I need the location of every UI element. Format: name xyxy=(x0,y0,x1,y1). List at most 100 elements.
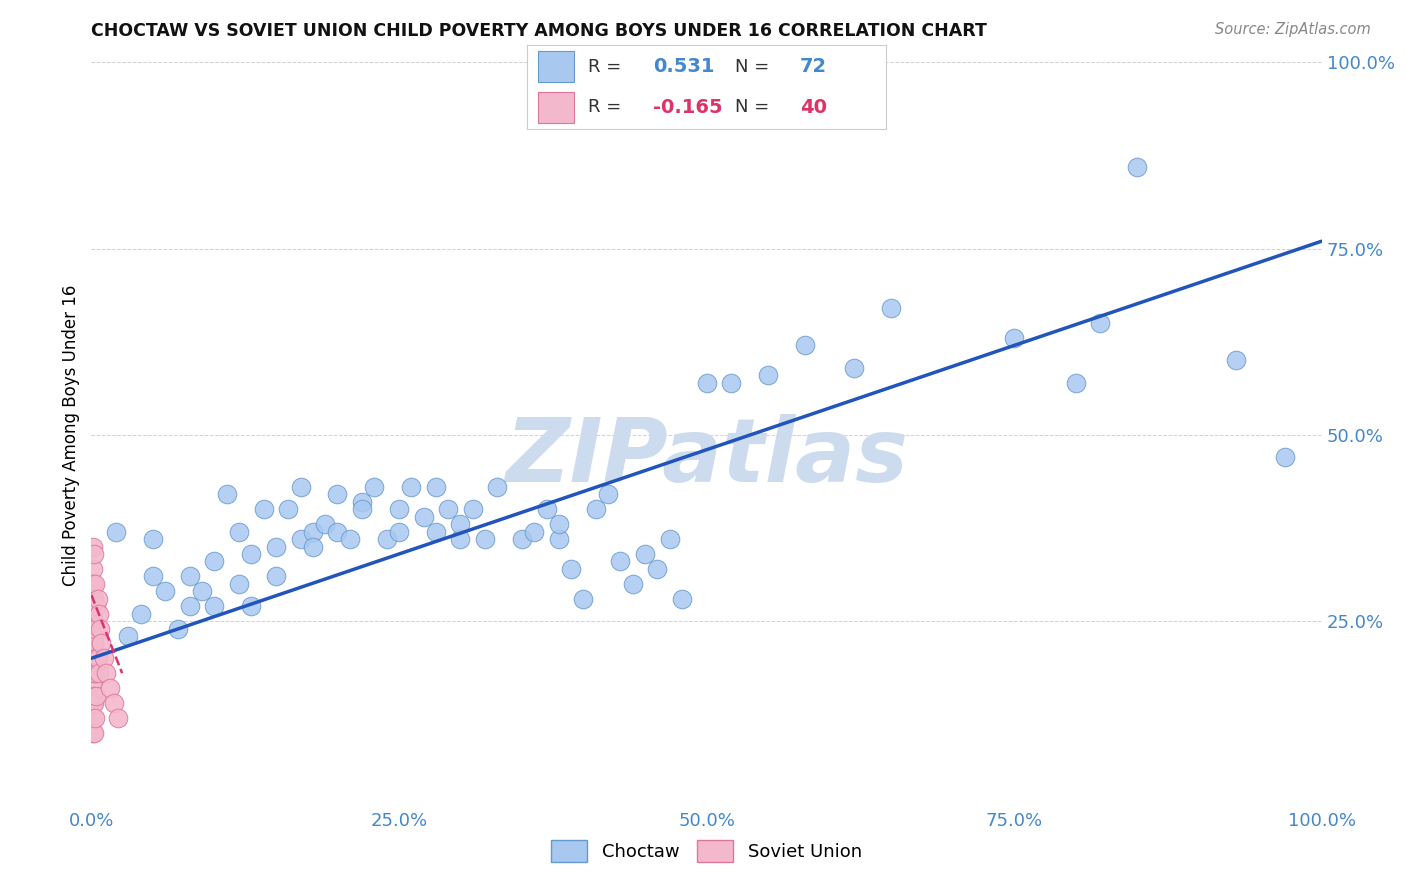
Point xyxy=(547,517,569,532)
Point xyxy=(412,509,434,524)
Point xyxy=(474,532,496,546)
Point xyxy=(695,376,717,390)
Text: CHOCTAW VS SOVIET UNION CHILD POVERTY AMONG BOYS UNDER 16 CORRELATION CHART: CHOCTAW VS SOVIET UNION CHILD POVERTY AM… xyxy=(91,22,987,40)
Point xyxy=(96,666,117,681)
Point xyxy=(83,696,105,710)
Point xyxy=(142,569,165,583)
Point xyxy=(1225,353,1247,368)
Point xyxy=(621,577,644,591)
Point xyxy=(437,502,460,516)
Point xyxy=(86,651,108,665)
Point xyxy=(228,577,250,591)
Point xyxy=(83,614,105,628)
Point xyxy=(363,480,385,494)
Point xyxy=(572,591,595,606)
Point xyxy=(1064,376,1087,390)
Point xyxy=(142,532,165,546)
Point xyxy=(253,502,276,516)
Point xyxy=(301,540,323,554)
Point xyxy=(1002,331,1025,345)
Point xyxy=(240,547,263,561)
Point xyxy=(82,629,104,643)
Point xyxy=(82,607,104,621)
Point xyxy=(352,495,374,509)
Point xyxy=(425,524,447,539)
Point xyxy=(560,562,582,576)
Point xyxy=(86,689,108,703)
Y-axis label: Child Poverty Among Boys Under 16: Child Poverty Among Boys Under 16 xyxy=(62,285,80,585)
Point xyxy=(84,711,107,725)
Point xyxy=(191,584,214,599)
Point xyxy=(89,622,111,636)
Text: 0.531: 0.531 xyxy=(652,57,714,76)
Text: 40: 40 xyxy=(800,98,827,117)
Point xyxy=(585,502,607,516)
Point xyxy=(399,480,422,494)
Point xyxy=(82,666,104,681)
Point xyxy=(83,591,105,606)
Point xyxy=(793,338,815,352)
Point xyxy=(202,554,225,568)
Point xyxy=(82,673,104,688)
Point xyxy=(658,532,681,546)
Point xyxy=(425,480,447,494)
Point xyxy=(83,636,105,650)
Point xyxy=(880,301,903,316)
Point xyxy=(609,554,631,568)
Point xyxy=(103,696,125,710)
Text: -0.165: -0.165 xyxy=(652,98,723,117)
Point xyxy=(90,636,112,650)
Point xyxy=(105,524,127,539)
Point xyxy=(842,360,865,375)
Point xyxy=(129,607,152,621)
Point xyxy=(82,614,104,628)
Point xyxy=(153,584,177,599)
Point xyxy=(388,524,411,539)
Point xyxy=(82,540,104,554)
Point xyxy=(82,651,104,665)
Point xyxy=(596,487,619,501)
Point xyxy=(82,696,104,710)
Point xyxy=(536,502,558,516)
Point xyxy=(339,532,361,546)
Text: N =: N = xyxy=(735,98,775,116)
Point xyxy=(98,681,121,695)
Point xyxy=(179,569,201,583)
Point xyxy=(82,562,104,576)
Point xyxy=(82,689,104,703)
FancyBboxPatch shape xyxy=(538,52,574,82)
Point xyxy=(375,532,398,546)
Point xyxy=(634,547,657,561)
Point xyxy=(82,711,104,725)
Point xyxy=(449,517,471,532)
Point xyxy=(117,629,139,643)
Point xyxy=(228,524,250,539)
Point xyxy=(93,651,115,665)
Point xyxy=(547,532,569,546)
Point xyxy=(82,577,104,591)
Point xyxy=(87,666,110,681)
Point xyxy=(352,502,374,516)
Point xyxy=(83,666,105,681)
Point xyxy=(671,591,693,606)
Legend: Choctaw, Soviet Union: Choctaw, Soviet Union xyxy=(544,832,869,869)
Point xyxy=(1088,316,1111,330)
Point xyxy=(277,502,299,516)
Text: 72: 72 xyxy=(800,57,827,76)
Text: N =: N = xyxy=(735,58,775,76)
Text: ZIPatlas: ZIPatlas xyxy=(505,414,908,500)
Point xyxy=(645,562,669,576)
Point xyxy=(240,599,263,614)
Point xyxy=(756,368,779,383)
Point xyxy=(179,599,201,614)
Point xyxy=(449,532,471,546)
Point xyxy=(166,622,188,636)
Point xyxy=(314,517,336,532)
Point xyxy=(1274,450,1296,465)
Point xyxy=(87,607,110,621)
Point xyxy=(510,532,533,546)
Point xyxy=(461,502,484,516)
Point xyxy=(326,524,349,539)
Point xyxy=(1126,160,1149,174)
FancyBboxPatch shape xyxy=(538,92,574,122)
